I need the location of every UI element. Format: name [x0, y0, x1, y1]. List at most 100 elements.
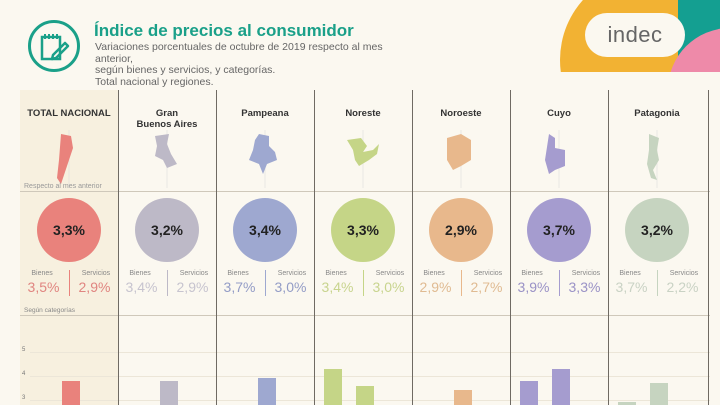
bienes-servicios: Bienes Servicios 3,4% 2,9%	[118, 268, 216, 300]
bienes-value: 3,7%	[223, 279, 256, 295]
total-circle: 3,3%	[37, 198, 101, 262]
page-title: Índice de precios al consumidor	[94, 21, 354, 40]
bienes-servicios: Bienes Servicios 3,4% 3,0%	[314, 268, 412, 300]
total-value: 3,3%	[347, 222, 379, 238]
region-map-icon	[647, 130, 659, 188]
servicios-value: 3,0%	[372, 279, 405, 295]
region-name-line: Patagonia	[634, 108, 680, 119]
column-divider	[412, 90, 413, 405]
total-circle: 3,3%	[331, 198, 395, 262]
region-column: Patagonia 3,2% Bienes Servicios 3,7% 2,2…	[608, 90, 706, 405]
page-subtitle: Variaciones porcentuales de octubre de 2…	[95, 41, 395, 88]
subtitle-line: Variaciones porcentuales de octubre de 2…	[95, 41, 383, 65]
region-name: Patagonia	[608, 108, 706, 119]
total-value: 3,4%	[249, 222, 281, 238]
region-map-icon	[155, 130, 177, 188]
respecto-label: Respecto al mes anterior	[24, 183, 102, 190]
total-value: 3,3%	[53, 222, 85, 238]
bar-ipc-núcleo	[356, 385, 374, 405]
region-name-line: Noreste	[345, 108, 381, 119]
servicios-label: Servicios	[473, 270, 503, 277]
region-name-line: Noroeste	[440, 108, 482, 119]
servicios-label: Servicios	[81, 270, 111, 277]
region-name: Noreste	[314, 108, 412, 119]
separator	[265, 270, 266, 296]
bar-ipc-núcleo	[62, 380, 80, 405]
total-circle: 3,2%	[135, 198, 199, 262]
separator	[167, 270, 168, 296]
bienes-label: Bienes	[521, 270, 543, 277]
region-name-line: TOTAL NACIONAL	[27, 108, 111, 119]
servicios-label: Servicios	[277, 270, 307, 277]
servicios-value: 3,0%	[274, 279, 307, 295]
y-tick: 5	[22, 347, 26, 353]
column-divider	[708, 90, 709, 405]
region-map-icon	[545, 130, 565, 188]
region-map-icon	[347, 130, 379, 188]
bienes-label: Bienes	[227, 270, 249, 277]
y-tick: 3	[22, 395, 26, 401]
bienes-value: 2,9%	[419, 279, 452, 295]
separator	[363, 270, 364, 296]
divider	[20, 315, 710, 316]
bienes-label: Bienes	[31, 270, 53, 277]
servicios-value: 3,3%	[568, 279, 601, 295]
bienes-label: Bienes	[129, 270, 151, 277]
region-column: Cuyo 3,7% Bienes Servicios 3,9% 3,3% Est…	[510, 90, 608, 405]
bienes-value: 3,4%	[321, 279, 354, 295]
region-name-line: Pampeana	[241, 108, 289, 119]
subtitle-line: Total nacional y regiones.	[95, 75, 214, 88]
column-divider	[216, 90, 217, 405]
servicios-value: 2,9%	[78, 279, 111, 295]
servicios-label: Servicios	[375, 270, 405, 277]
column-divider	[510, 90, 511, 405]
region-column: Noroeste 2,9% Bienes Servicios 2,9% 2,7%…	[412, 90, 510, 405]
region-column: Noreste 3,3% Bienes Servicios 3,4% 3,0% …	[314, 90, 412, 405]
bienes-value: 3,9%	[517, 279, 550, 295]
column-divider	[314, 90, 315, 405]
servicios-value: 2,7%	[470, 279, 503, 295]
region-name: Cuyo	[510, 108, 608, 119]
total-circle: 3,2%	[625, 198, 689, 262]
bienes-label: Bienes	[423, 270, 445, 277]
bar-ipc-núcleo	[160, 380, 178, 405]
bienes-servicios: Bienes Servicios 3,7% 2,2%	[608, 268, 706, 300]
bienes-servicios: Bienes Servicios 3,9% 3,3%	[510, 268, 608, 300]
region-column: Pampeana 3,4% Bienes Servicios 3,7% 3,0%…	[216, 90, 314, 405]
servicios-label: Servicios	[669, 270, 699, 277]
region-name: TOTAL NACIONAL	[20, 108, 118, 119]
bienes-servicios: Bienes Servicios 2,9% 2,7%	[412, 268, 510, 300]
servicios-label: Servicios	[571, 270, 601, 277]
separator	[69, 270, 70, 296]
region-column: Gran Buenos Aires 3,2% Bienes Servicios 3…	[118, 90, 216, 405]
region-name-line: Cuyo	[547, 108, 571, 119]
total-circle: 3,7%	[527, 198, 591, 262]
separator	[461, 270, 462, 296]
column-divider	[608, 90, 609, 405]
region-name: Gran Buenos Aires	[118, 108, 216, 130]
bar-ipc-núcleo	[454, 390, 472, 405]
total-circle: 3,4%	[233, 198, 297, 262]
header-icon	[28, 20, 80, 72]
total-value: 2,9%	[445, 222, 477, 238]
servicios-label: Servicios	[179, 270, 209, 277]
region-name-line: Gran	[155, 108, 179, 119]
region-map-icon	[447, 130, 471, 188]
gridline	[30, 376, 710, 377]
separator	[559, 270, 560, 296]
region-name: Pampeana	[216, 108, 314, 119]
bar-ipc-núcleo	[258, 378, 276, 405]
y-tick: 4	[22, 371, 26, 377]
gridline	[30, 352, 710, 353]
region-map-icon	[249, 130, 277, 188]
column-divider	[118, 90, 119, 405]
total-value: 3,7%	[543, 222, 575, 238]
bar-ipc-núcleo	[552, 368, 570, 405]
region-name-line: Buenos Aires	[136, 119, 198, 130]
bienes-value: 3,7%	[615, 279, 648, 295]
bienes-value: 3,4%	[125, 279, 158, 295]
total-value: 3,2%	[151, 222, 183, 238]
total-value: 3,2%	[641, 222, 673, 238]
bar-estacionales	[324, 368, 342, 405]
subtitle-line: según bienes y servicios, y categorías.	[95, 64, 276, 76]
